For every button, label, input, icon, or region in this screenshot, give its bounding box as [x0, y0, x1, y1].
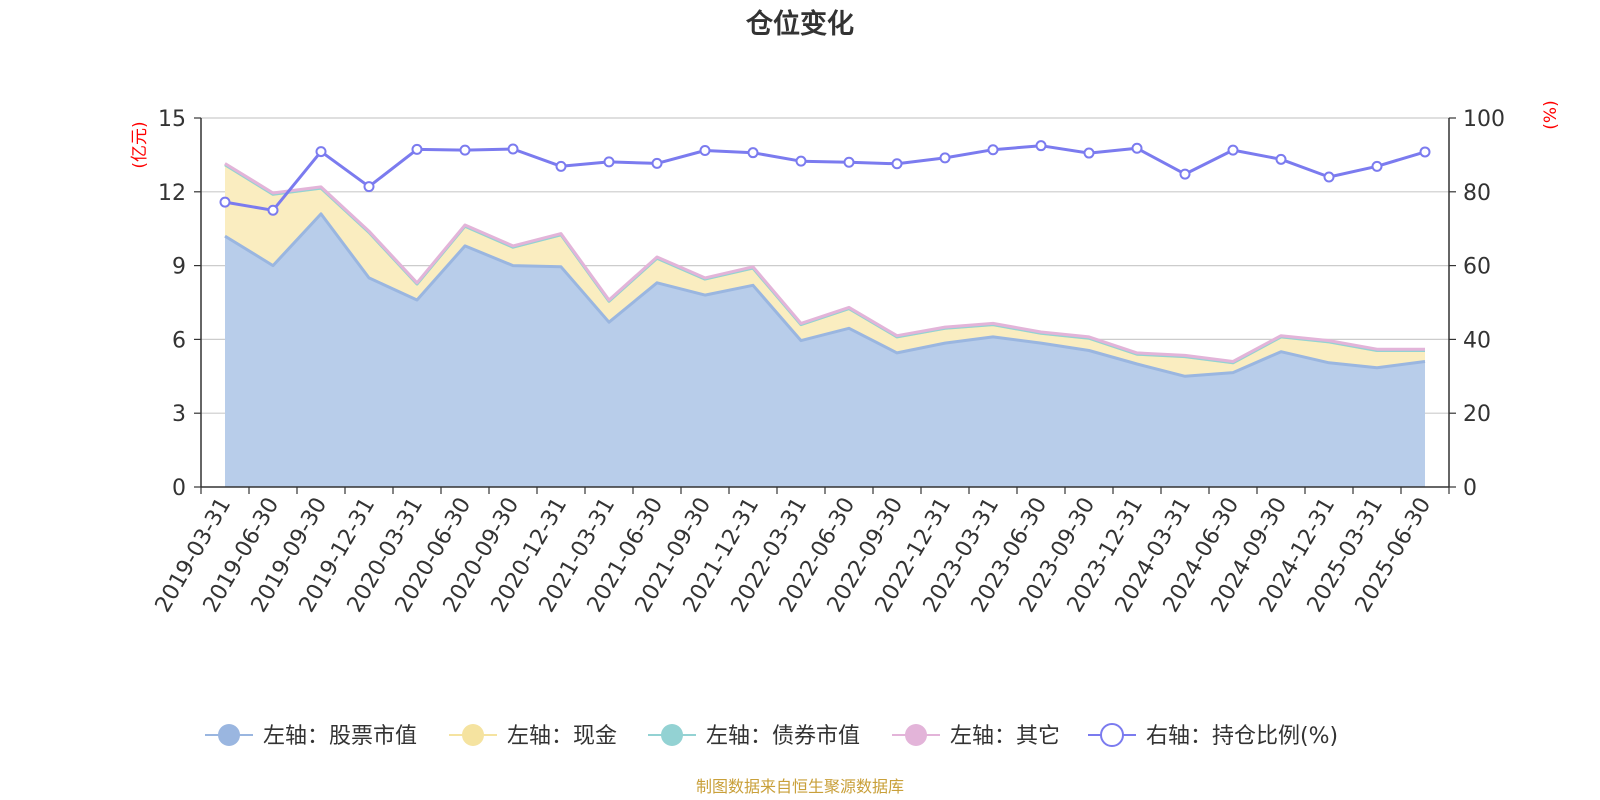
legend: 左轴：股票市值 左轴：现金 左轴：债券市值 左轴：其它 右轴：持仓比例(%) [205, 723, 1338, 749]
right-axis-unit-label: (%) [1541, 100, 1561, 129]
ratio-point [891, 158, 903, 170]
ratio-point [603, 156, 615, 168]
left-axis-tick-label: 0 [172, 476, 186, 501]
ratio-point [1323, 171, 1335, 183]
ratio-point [795, 155, 807, 167]
right-axis-tick-label: 20 [1463, 402, 1491, 427]
legend-marker [218, 724, 240, 746]
ratio-point [507, 143, 519, 155]
right-axis-tick-label: 40 [1463, 328, 1491, 353]
area-fill [225, 213, 1425, 487]
legend-label: 左轴：债券市值 [706, 724, 860, 749]
ratio-point [699, 144, 711, 156]
left-axis-tick-label: 15 [158, 107, 186, 132]
legend-marker [905, 724, 927, 746]
ratio-point [1227, 144, 1239, 156]
left-axis-unit-label: (亿元) [130, 121, 150, 168]
legend-marker [462, 724, 484, 746]
ratio-point [555, 160, 567, 172]
left-axis-tick-label: 6 [172, 328, 186, 353]
ratio-point [1083, 147, 1095, 159]
area-edge-line [224, 212, 1426, 378]
ratio-point [1371, 160, 1383, 172]
ratio-point [843, 156, 855, 168]
ratio-point [267, 204, 279, 216]
ratio-line [224, 144, 1426, 212]
right-axis-tick-label: 80 [1463, 181, 1491, 206]
ratio-point [459, 144, 471, 156]
ratio-point [1179, 168, 1191, 180]
chart-title: 仓位变化 [745, 8, 854, 40]
ratio-line-series [219, 140, 1431, 216]
left-axis-tick-label: 9 [172, 255, 186, 280]
ratio-point [1275, 153, 1287, 165]
ratio-point [219, 196, 231, 208]
left-axis-tick-label: 12 [158, 181, 186, 206]
ratio-point [1419, 146, 1431, 158]
ratio-point [987, 144, 999, 156]
right-axis-tick-label: 60 [1463, 255, 1491, 280]
ratio-point [363, 181, 375, 193]
left-axis-tick-label: 3 [172, 402, 186, 427]
area-series [224, 162, 1426, 487]
ratio-point [1131, 142, 1143, 154]
right-axis-tick-label: 100 [1463, 107, 1505, 132]
ratio-point [315, 146, 327, 158]
data-source-footer: 制图数据来自恒生聚源数据库 [696, 777, 904, 796]
area-edge-line [224, 162, 1425, 363]
ratio-point [1035, 140, 1047, 152]
right-axis-tick-label: 0 [1463, 476, 1477, 501]
ratio-point [747, 147, 759, 159]
legend-label: 左轴：股票市值 [263, 724, 417, 749]
legend-marker [1100, 723, 1124, 747]
legend-marker [661, 724, 683, 746]
ratio-point [939, 152, 951, 164]
legend-label: 右轴：持仓比例(%) [1146, 724, 1338, 749]
legend-label: 左轴：现金 [507, 724, 617, 749]
ratio-point [651, 157, 663, 169]
legend-label: 左轴：其它 [950, 724, 1060, 749]
ratio-point [411, 143, 423, 155]
